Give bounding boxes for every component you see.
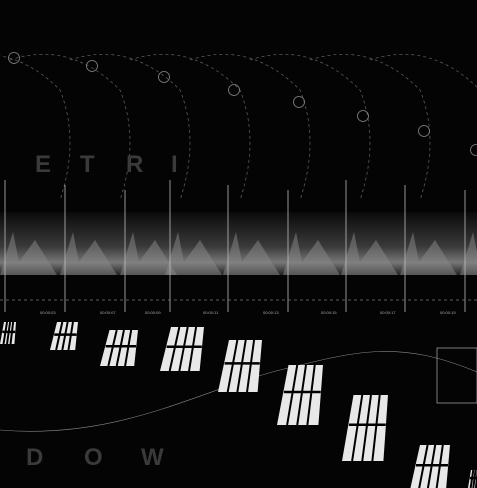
window-bar: [168, 326, 181, 372]
dashed-arcs: [0, 52, 477, 201]
window-bar: [188, 326, 198, 372]
window-bar: [306, 364, 316, 426]
window-bar: [236, 339, 247, 393]
strip-figure: [120, 232, 177, 275]
title-letter: I: [171, 151, 180, 178]
window-bar: [178, 326, 189, 372]
strip-figure: [341, 232, 398, 275]
title-letter: W: [141, 444, 166, 471]
labels: E T R I D O W 00:00:03 00:00:07 00:00:09 00:00:11 0…: [26, 151, 456, 471]
window-bar: [124, 329, 133, 367]
arc: [249, 54, 371, 201]
window: [218, 340, 262, 392]
strip-figure: [165, 232, 222, 275]
timecode: 00:00:13: [263, 310, 279, 315]
window-bar: [361, 394, 372, 462]
frame-box: [436, 347, 477, 404]
marker-circle: [158, 71, 170, 83]
marker-circle: [470, 144, 477, 156]
timecode: 00:00:15: [321, 310, 337, 315]
arc: [0, 55, 71, 201]
window-bar: [296, 364, 307, 426]
window-bar: [426, 444, 437, 488]
film-strip: [0, 180, 477, 312]
timecode: 00:00:03: [40, 310, 56, 315]
marker-circle: [293, 96, 305, 108]
curve: [0, 351, 477, 432]
strip-figure: [283, 232, 340, 275]
title-letter: D: [26, 444, 45, 471]
window-shapes: [0, 321, 477, 488]
title-letter: E: [35, 151, 53, 178]
window-bar: [55, 321, 64, 351]
window: [342, 395, 388, 461]
marker-circle: [228, 84, 240, 96]
marker-circle: [8, 52, 20, 64]
strip-figure: [400, 232, 457, 275]
arc: [189, 54, 311, 201]
window-bar: [371, 394, 381, 462]
timecode: 00:00:11: [203, 310, 219, 315]
arc: [69, 54, 191, 201]
strip-figure: [460, 232, 477, 275]
arc: [129, 54, 251, 201]
marker-circle: [418, 125, 430, 137]
title-letter: T: [80, 151, 97, 178]
timecode: 00:00:19: [440, 310, 456, 315]
window-bar: [351, 394, 364, 462]
arc: [9, 54, 131, 201]
strip-figure: [60, 232, 117, 275]
window-bar: [435, 444, 444, 488]
window-bar: [67, 321, 74, 351]
timecode: 00:00:09: [145, 310, 161, 315]
window-bar: [418, 444, 429, 488]
timecode: 00:00:17: [380, 310, 396, 315]
window-bar: [107, 329, 118, 367]
timecode: 00:00:07: [100, 310, 116, 315]
window-bar: [246, 339, 256, 393]
window-bar: [115, 329, 125, 367]
window-bar: [61, 321, 69, 351]
strip-figure: [0, 232, 57, 275]
marker-circle: [86, 60, 98, 72]
window: [277, 365, 323, 425]
title-letter: R: [126, 151, 145, 178]
window: [160, 327, 204, 371]
window-bar: [226, 339, 239, 393]
window-bar: [286, 364, 299, 426]
strip-figure: [223, 232, 280, 275]
marker-circle: [357, 110, 369, 122]
title-letter: O: [84, 444, 105, 471]
arc: [309, 54, 431, 201]
